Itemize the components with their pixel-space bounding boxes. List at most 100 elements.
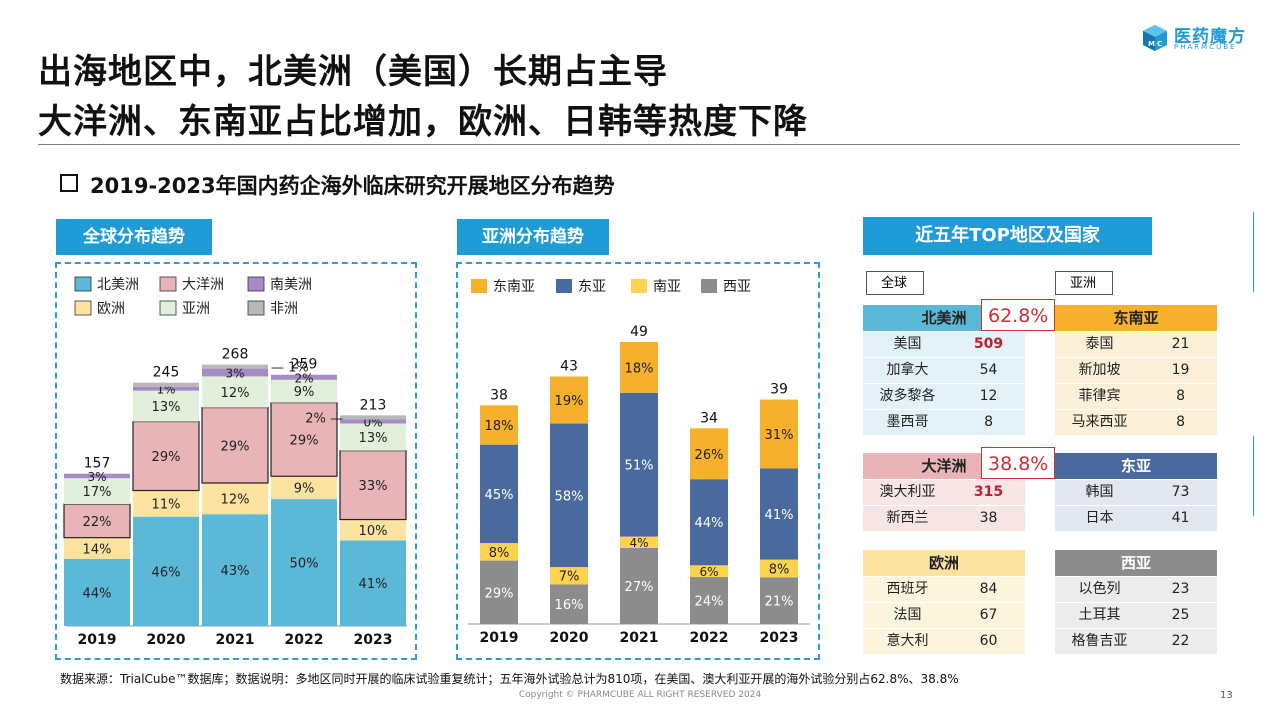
x-tick-label: 2022 — [285, 632, 324, 648]
country-name: 澳大利亚 — [879, 484, 936, 500]
data-label: 41% — [765, 508, 794, 523]
data-label: 9% — [294, 482, 315, 497]
subtitle-text: 2019-2023年国内药企海外临床研究开展地区分布趋势 — [90, 174, 615, 198]
bar-total-label: 34 — [700, 410, 718, 426]
bar-segment — [620, 536, 658, 548]
data-label: 13% — [152, 400, 181, 415]
legend-label: 非洲 — [270, 301, 298, 317]
trial-count: 8 — [1176, 414, 1185, 430]
bar-segment — [271, 374, 337, 380]
country-name: 新加坡 — [1078, 362, 1121, 378]
region-table-ea: 东亚 韩国 73 日本 41 — [1055, 453, 1217, 531]
table-row: 西班牙 84 — [863, 576, 1025, 602]
side-rule-top — [1253, 212, 1254, 292]
bar-segment — [690, 565, 728, 578]
global-chart-frame — [55, 262, 417, 660]
trial-count: 84 — [979, 581, 998, 597]
country-name: 格鲁吉亚 — [1071, 633, 1128, 649]
trial-count: 8 — [984, 414, 993, 430]
legend-label: 欧洲 — [97, 301, 125, 317]
bar-segment — [480, 405, 518, 445]
bar-segment — [620, 547, 658, 624]
legend-swatch — [631, 279, 647, 293]
data-label: 50% — [290, 557, 319, 572]
data-label: 2% — — [305, 411, 343, 426]
data-label: 22% — [83, 515, 112, 530]
x-tick-label: 2020 — [147, 632, 186, 648]
data-label: 16% — [555, 598, 584, 613]
top-section-header: 近五年TOP地区及国家 — [863, 217, 1152, 255]
data-label: 9% — [294, 385, 315, 400]
legend-label: 西亚 — [723, 279, 751, 295]
bar-segment — [550, 567, 588, 585]
legend-label: 南亚 — [653, 279, 681, 295]
data-label: 24% — [695, 595, 724, 610]
data-label: 45% — [485, 488, 514, 503]
bar-segment — [340, 415, 406, 420]
x-tick-label: 2022 — [690, 630, 729, 646]
bar-segment — [201, 407, 269, 484]
country-name: 新西兰 — [886, 510, 929, 526]
bar-total-label: 213 — [360, 397, 387, 413]
page-title-line-2: 大洋洲、东南亚占比增加，欧洲、日韩等热度下降 — [38, 102, 808, 142]
country-name: 意大利 — [886, 633, 929, 649]
bar-segment — [63, 503, 131, 539]
global-section-header: 全球分布趋势 — [56, 219, 212, 255]
table-row: 格鲁吉亚 22 — [1055, 628, 1217, 654]
svg-text:C: C — [1157, 40, 1162, 48]
bar-segment — [480, 444, 518, 544]
bar-segment — [202, 368, 268, 377]
x-tick-label: 2021 — [620, 630, 659, 646]
table-row: 美国 509 — [863, 331, 1025, 357]
legend-label: 东南亚 — [493, 279, 535, 295]
x-tick-label: 2021 — [216, 632, 255, 648]
country-name: 日本 — [1085, 510, 1114, 526]
bar-segment — [133, 390, 199, 422]
data-label: 13% — [359, 431, 388, 446]
legend-label: 北美洲 — [97, 277, 139, 293]
country-name: 土耳其 — [1078, 607, 1121, 623]
bar-segment — [271, 476, 337, 500]
region-table-header: 欧洲 — [863, 550, 1025, 576]
side-rule-bottom — [1253, 436, 1254, 516]
country-name: 波多黎各 — [879, 388, 936, 404]
table-row: 意大利 60 — [863, 628, 1025, 654]
bar-segment — [480, 543, 518, 561]
data-label: 12% — [221, 386, 250, 401]
copyright-text: Copyright © PHARMCUBE ALL RIGHT RESERVED… — [518, 690, 762, 700]
data-label: 8% — [489, 546, 510, 561]
bar-total-label: 38 — [490, 387, 508, 403]
bar-total-label: 259 — [291, 357, 318, 373]
bar-segment — [133, 386, 199, 391]
legend-swatch — [471, 279, 487, 293]
table-row: 马来西亚 8 — [1055, 409, 1217, 435]
data-label: 19% — [555, 394, 584, 409]
data-label: 10% — [359, 524, 388, 539]
bar-segment — [340, 519, 406, 541]
bar-segment — [340, 419, 406, 424]
bar-segment — [271, 499, 337, 626]
data-source-footnote: 数据来源：TrialCube™数据库；数据说明：多地区同时开展的临床试验重复统计… — [60, 672, 959, 686]
trial-count: 19 — [1171, 362, 1190, 378]
data-label: 3% — [225, 367, 244, 381]
table-row: 以色列 23 — [1055, 576, 1217, 602]
brand-logo: M C 医药魔方 PHARMCUBE — [1142, 22, 1262, 54]
trial-count: 25 — [1171, 607, 1190, 623]
data-label: 18% — [625, 361, 654, 376]
data-label: 6% — [699, 565, 718, 579]
country-name: 以色列 — [1078, 581, 1121, 597]
bar-segment — [133, 382, 199, 387]
bar-segment — [133, 516, 199, 626]
page-title-line-1: 出海地区中，北美洲（美国）长期占主导 — [38, 52, 668, 92]
bar-segment — [620, 392, 658, 537]
bar-segment — [760, 468, 798, 560]
bar-segment — [340, 423, 406, 451]
trial-count: 23 — [1171, 581, 1190, 597]
data-label: 14% — [83, 542, 112, 557]
x-tick-label: 2023 — [354, 632, 393, 648]
bar-segment — [760, 399, 798, 469]
region-table-eu: 欧洲 西班牙 84 法国 67 意大利 60 — [863, 550, 1025, 654]
bar-segment — [64, 537, 130, 559]
data-label: 29% — [221, 439, 250, 454]
